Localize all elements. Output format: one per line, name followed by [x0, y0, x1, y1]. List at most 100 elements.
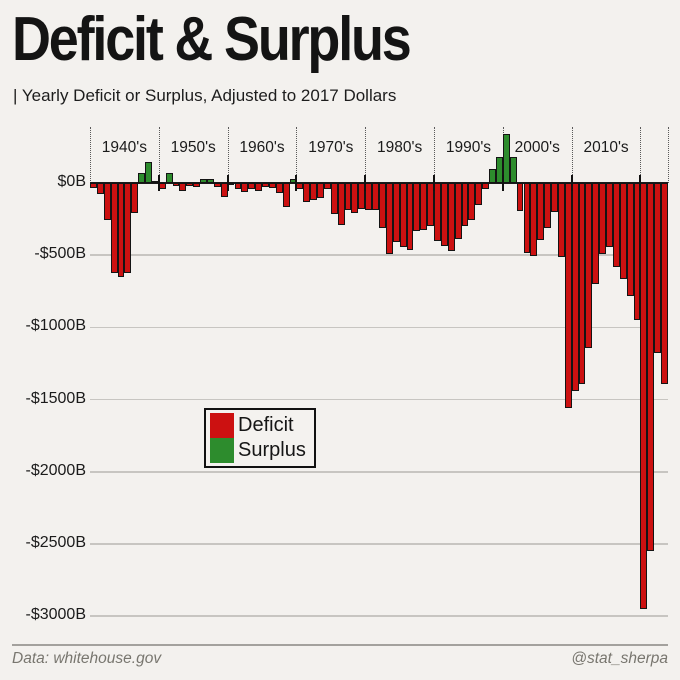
bar-1958: [213, 183, 221, 188]
decade-tick-4: [364, 175, 367, 191]
bar-1973: [317, 183, 324, 199]
bar-1993: [454, 183, 462, 240]
legend: Deficit Surplus: [204, 408, 316, 468]
bar-1987: [413, 183, 421, 231]
bar-2019: [633, 183, 641, 321]
bar-1955: [193, 183, 201, 188]
bar-1946: [131, 183, 139, 214]
legend-item-surplus: Surplus: [210, 438, 306, 463]
bar-1948: [145, 162, 152, 183]
decade-label-1980: 1980's: [377, 139, 423, 156]
bar-2016: [612, 183, 620, 267]
bar-2021: [647, 183, 655, 552]
bar-1986: [406, 183, 414, 251]
decade-tick-2: [226, 175, 229, 191]
bar-2017: [619, 183, 627, 280]
decade-tick-7: [570, 175, 573, 191]
bar-1999: [495, 157, 503, 183]
bar-1968: [282, 183, 290, 207]
bar-1952: [172, 183, 180, 186]
decade-tick-5: [433, 175, 436, 191]
bar-1978: [351, 183, 359, 214]
decade-label-1950: 1950's: [170, 139, 216, 156]
gridline--1000: [90, 326, 668, 329]
decade-dotted-guide-4: [365, 127, 367, 183]
gridline--1500: [90, 398, 668, 401]
gridline--2000: [90, 471, 668, 473]
decade-label-1990: 1990's: [445, 139, 492, 156]
bar-2000: [502, 133, 510, 183]
bar-2002: [516, 183, 524, 212]
bar-1975: [330, 183, 338, 215]
bar-1940: [90, 183, 97, 189]
bar-2006: [544, 183, 552, 228]
bar-2010: [571, 183, 579, 391]
bar-1954: [186, 183, 194, 186]
bar-1945: [124, 183, 132, 273]
bar-1943: [110, 183, 118, 273]
decade-dotted-guide-7: [571, 127, 573, 183]
bar-1972: [310, 183, 318, 201]
bar-1967: [275, 183, 283, 194]
bar-2005: [537, 183, 545, 241]
bar-1963: [248, 183, 256, 190]
bar-1947: [138, 172, 146, 183]
gridline--3000: [90, 615, 668, 617]
legend-item-deficit: Deficit: [210, 413, 306, 438]
bar-1994: [461, 183, 469, 227]
bar-2014: [599, 183, 607, 254]
bar-1951: [165, 172, 173, 183]
bar-1956: [200, 178, 207, 183]
bar-2011: [578, 183, 586, 385]
y-axis-label--500: -$500B: [34, 245, 86, 263]
bar-1953: [179, 183, 187, 191]
decade-label-1960: 1960's: [239, 139, 285, 156]
bar-1979: [358, 183, 366, 209]
bar-1960: [227, 183, 235, 185]
bar-2022: [654, 183, 662, 354]
bar-2008: [557, 183, 565, 257]
deficit-swatch-icon: [210, 413, 234, 438]
decade-label-2000: 2000's: [514, 139, 560, 156]
decade-label-1940: 1940's: [101, 139, 147, 156]
bar-1964: [255, 183, 263, 191]
decade-tick-8: [639, 175, 642, 191]
y-axis-label--1500: -$1500B: [25, 389, 87, 407]
bar-1944: [117, 183, 125, 277]
bar-2007: [551, 183, 558, 212]
bar-1998: [489, 168, 496, 183]
bar-1965: [262, 183, 269, 187]
bar-1961: [234, 183, 242, 190]
decade-dotted-guide-0: [90, 127, 91, 183]
y-axis-label--2500: -$2500B: [25, 534, 87, 551]
decade-dotted-guide-9: [668, 127, 669, 183]
bar-1981: [372, 183, 379, 210]
bar-1942: [103, 183, 111, 220]
decade-tick-1: [157, 175, 160, 191]
y-axis-label--2000: -$2000B: [25, 461, 87, 479]
bar-1996: [475, 183, 483, 206]
bar-1971: [303, 183, 311, 202]
bar-1997: [482, 183, 490, 189]
bar-2004: [530, 183, 538, 256]
legend-label-deficit: Deficit: [238, 414, 294, 436]
author-credit: @stat_sherpa: [571, 650, 668, 667]
bar-2013: [592, 183, 600, 285]
bar-1991: [440, 183, 448, 246]
decade-tick-6: [501, 175, 504, 191]
bar-1970: [296, 183, 304, 189]
bar-1985: [399, 183, 407, 248]
bar-2009: [564, 183, 572, 409]
bar-1992: [447, 183, 455, 251]
bar-1941: [96, 183, 104, 194]
bar-1982: [379, 183, 386, 229]
decade-label-2010: 2010's: [583, 139, 629, 156]
decade-label-1970: 1970's: [308, 139, 354, 156]
bar-2018: [626, 183, 634, 296]
bar-2015: [606, 183, 613, 248]
decade-dotted-guide-8: [640, 127, 642, 183]
surplus-swatch-icon: [210, 438, 234, 463]
decade-dotted-guide-5: [434, 127, 436, 183]
